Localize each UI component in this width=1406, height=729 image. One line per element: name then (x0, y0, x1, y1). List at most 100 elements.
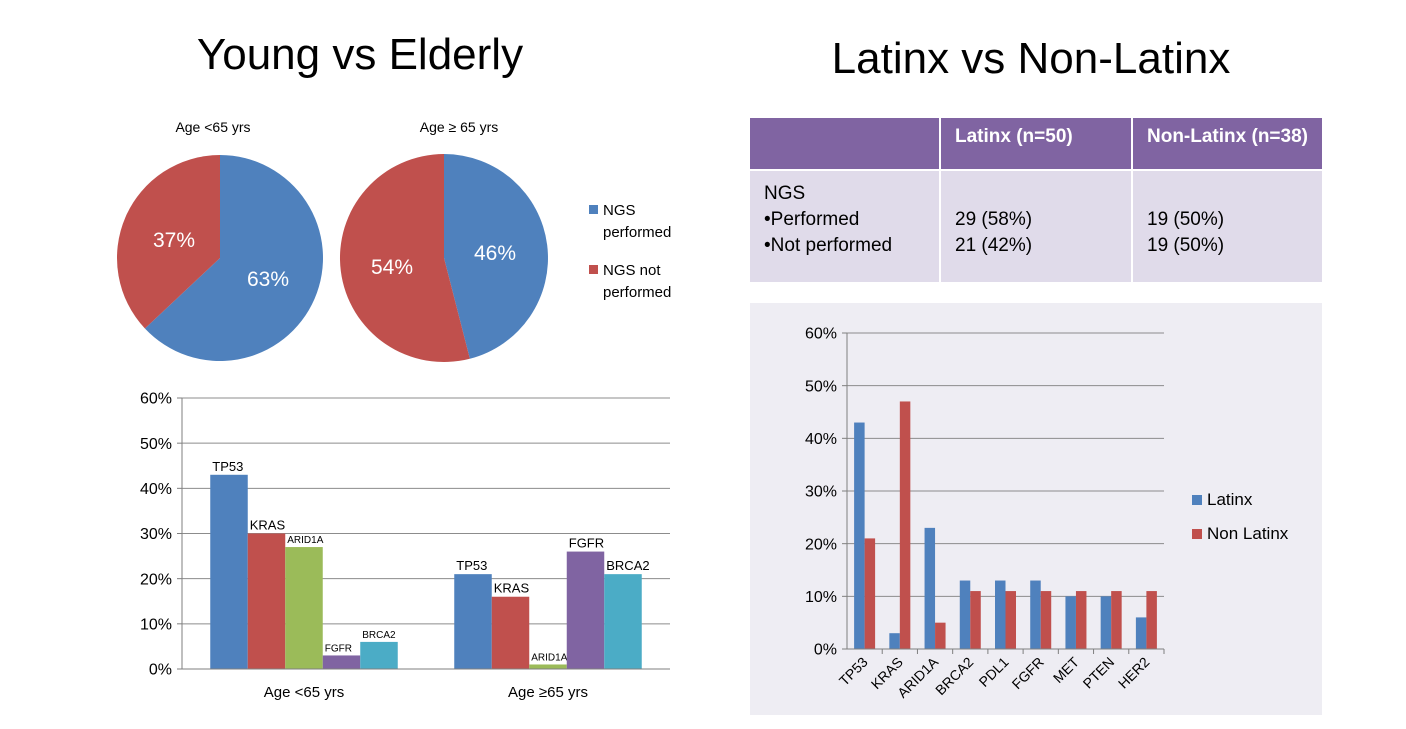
bar2-bar-kras-latinx (889, 633, 900, 649)
bar2-xtick-label-fgfr: FGFR (1009, 654, 1047, 692)
bar2-bar-fgfr-non-latinx (1040, 591, 1052, 649)
bar1-label-age-65-yrs-tp53: TP53 (212, 459, 243, 474)
left-charts: Age <65 yrs 63% 37% Age ≥ 65 yrs 46% 54% NGS pe… (117, 119, 671, 701)
table-header-empty (750, 118, 940, 171)
bar2-bar-met-latinx (1065, 596, 1076, 649)
bar2-bar-tp53-latinx (854, 422, 865, 649)
bar1-label-age-65-yrs-kras: KRAS (250, 518, 286, 533)
pie-1-label-ngs-not-performed: 37% (153, 229, 195, 252)
bar2-bar-pdl1-latinx (995, 580, 1006, 649)
bar1-label-age-65-yrs-fgfr: FGFR (569, 536, 604, 551)
pie-2-title: Age ≥ 65 yrs (420, 119, 499, 135)
pie-1-label-ngs-performed: 63% (247, 268, 289, 291)
bar1-bar-age-65-yrs-kras (491, 596, 530, 669)
non-latinx-performed: 19 (50%) (1147, 209, 1225, 230)
bar1-ytick-label: 50% (140, 436, 172, 453)
pie-1-title: Age <65 yrs (175, 119, 250, 135)
pie-2-slice-ngs-performed (444, 154, 548, 359)
bar1-label-age-65-yrs-brca2: BRCA2 (606, 558, 649, 573)
left-title: Young vs Elderly (196, 30, 524, 79)
latinx-performed: 29 (58%) (955, 209, 1033, 230)
pie-legend-label-1: NGS performed (603, 202, 671, 241)
table-cell-latinx: 29 (58%) 21 (42%) (939, 170, 1132, 282)
bar1-label-age-65-yrs-brca2: BRCA2 (362, 630, 396, 641)
bar2-bar-arid1a-latinx (924, 527, 936, 649)
bar2-bar-arid1a-non-latinx (935, 622, 946, 649)
bar1-ytick-label: 30% (140, 526, 172, 543)
bar2-xtick-label-her2: HER2 (1115, 654, 1153, 692)
bar2-ytick-label: 50% (805, 378, 837, 395)
table-row: NGS •Performed •Not performed 29 (58%) 2… (750, 170, 1322, 282)
bar2-ytick-label: 60% (805, 326, 837, 343)
bar2-bar-pten-latinx (1100, 596, 1112, 649)
bar1-ytick-label: 10% (140, 616, 172, 633)
right-title: Latinx vs Non-Latinx (831, 34, 1231, 83)
bar2-xtick-label-pten: PTEN (1080, 654, 1118, 692)
bar1-ytick-label: 40% (140, 481, 172, 498)
bar2-bar-tp53-non-latinx (864, 538, 876, 649)
row-label-performed: •Performed (764, 209, 860, 230)
bar1-bar-age-65-yrs-fgfr (566, 551, 605, 669)
bar2-ytick-label: 40% (805, 431, 837, 448)
pie-2-label-ngs-not-performed: 54% (371, 256, 413, 279)
bar1-category-label: Age <65 yrs (264, 684, 344, 701)
bar1-bar-age-65-yrs-arid1a (529, 664, 567, 669)
non-latinx-blank (1147, 181, 1308, 207)
bar1-bar-age-65-yrs-tp53 (454, 574, 492, 669)
table-row-label: NGS •Performed •Not performed (750, 170, 940, 282)
bar2-ytick-label: 20% (805, 536, 837, 553)
table-cell-non-latinx: 19 (50%) 19 (50%) (1131, 170, 1322, 282)
bar1-bar-age-65-yrs-brca2 (604, 574, 642, 669)
pie-1-slice-ngs-performed (144, 155, 324, 361)
bar1-bar-age-65-yrs-tp53 (210, 474, 248, 669)
bar2-bar-met-non-latinx (1075, 591, 1087, 649)
bar1-label-age-65-yrs-arid1a: ARID1A (531, 652, 567, 663)
bar2-bar-her2-non-latinx (1146, 591, 1157, 649)
bar1-label-age-65-yrs-fgfr: FGFR (325, 643, 352, 654)
row-label-not-performed: •Not performed (764, 235, 893, 256)
pie-1-slice-ngs-not-performed (117, 155, 220, 329)
bar2-bar-pten-non-latinx (1111, 591, 1122, 649)
bar2-legend-label-latinx: Latinx (1207, 490, 1253, 509)
bar2-bar-pdl1-non-latinx (1005, 591, 1016, 649)
bar2-ytick-label: 10% (805, 589, 837, 606)
latinx-not-performed: 21 (42%) (955, 235, 1033, 256)
bar2-bar-kras-non-latinx (899, 401, 911, 649)
bar1-label-age-65-yrs-tp53: TP53 (456, 558, 487, 573)
bar2-xtick-label-brca2: BRCA2 (932, 654, 976, 698)
table-header-row: Latinx (n=50) Non-Latinx (n=38) (750, 118, 1322, 171)
bar1-bar-age-65-yrs-brca2 (360, 641, 398, 669)
bar2-xtick-label-pdl1: PDL1 (976, 654, 1012, 690)
bar1-bar-age-65-yrs-arid1a (285, 547, 323, 669)
bar1-ytick-label: 20% (140, 571, 172, 588)
bar2-bar-fgfr-latinx (1030, 580, 1041, 649)
bar2-ytick-label: 30% (805, 484, 837, 501)
table-header-latinx: Latinx (n=50) (939, 118, 1132, 171)
bar2-xtick-label-tp53: TP53 (836, 654, 871, 689)
pie-2-slice-ngs-not-performed (339, 153, 470, 362)
bar1-category-label: Age ≥65 yrs (508, 684, 588, 701)
row-label-ngs: NGS (764, 183, 806, 204)
bar2-legend-swatch-latinx (1192, 495, 1202, 505)
bar1-bar-age-65-yrs-fgfr (322, 655, 361, 669)
bar1-ytick-label: 0% (149, 662, 172, 679)
bar2-ytick-label: 0% (814, 642, 837, 659)
bar2-xtick-label-met: MET (1050, 653, 1083, 686)
bar2-bar-her2-latinx (1135, 617, 1147, 649)
bar1-bar-age-65-yrs-kras (247, 533, 286, 669)
bar2-legend-label-non-latinx: Non Latinx (1207, 524, 1289, 543)
pie-2-label-ngs-performed: 46% (474, 242, 516, 265)
bar1-label-age-65-yrs-arid1a: ARID1A (287, 535, 323, 546)
table-header-non-latinx: Non-Latinx (n=38) (1131, 118, 1322, 171)
bar1-label-age-65-yrs-kras: KRAS (494, 581, 530, 596)
pie-legend-swatch-1 (589, 205, 598, 214)
pie-legend-label-2: NGS not performed (603, 262, 671, 301)
bar2-bar-brca2-latinx (959, 580, 971, 649)
pie-legend-swatch-2 (589, 265, 598, 274)
bar2-bar-brca2-non-latinx (970, 591, 981, 649)
non-latinx-not-performed: 19 (50%) (1147, 235, 1225, 256)
bar2-legend-swatch-non-latinx (1192, 529, 1202, 539)
bar1-ytick-label: 60% (140, 391, 172, 408)
ngs-table: Latinx (n=50) Non-Latinx (n=38) NGS •Per… (750, 118, 1322, 282)
